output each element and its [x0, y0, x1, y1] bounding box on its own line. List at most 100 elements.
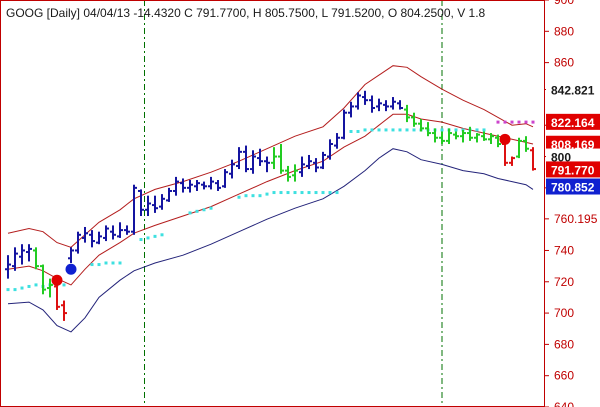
- top-dot: [510, 120, 514, 124]
- price-bar: [236, 147, 242, 170]
- stop-dot: [265, 192, 269, 196]
- stop-dot: [272, 191, 276, 195]
- y-axis-tick-label: 720: [554, 275, 574, 289]
- stop-dot: [237, 195, 241, 199]
- price-bar: [516, 137, 522, 159]
- stop-dot: [349, 129, 353, 133]
- stop-dot: [202, 208, 206, 212]
- lower-band-line: [7, 148, 534, 333]
- price-bar: [439, 131, 445, 145]
- signal-marker: [499, 133, 511, 145]
- price-bar: [103, 225, 109, 242]
- stop-dot: [391, 128, 395, 132]
- top-dot: [524, 120, 528, 124]
- stop-dot: [111, 261, 115, 265]
- y-axis-tick-label: 760.195: [554, 212, 598, 226]
- stop-dot: [335, 191, 339, 195]
- y-axis-tick-label: 900: [554, 0, 574, 7]
- stop-dot: [13, 288, 17, 292]
- price-bar: [313, 158, 319, 173]
- price-bar: [285, 165, 291, 182]
- price-bar: [250, 150, 256, 174]
- price-level-box: [546, 178, 600, 195]
- price-bar: [327, 139, 333, 160]
- price-bar: [180, 178, 186, 193]
- y-axis-tick-label: 860: [554, 56, 574, 70]
- y-axis-tick-label: 660: [554, 369, 574, 383]
- price-level-label: 822.164: [551, 116, 595, 130]
- price-bar: [47, 278, 53, 298]
- price-bar: [418, 118, 424, 132]
- stop-dot: [363, 128, 367, 132]
- price-bar: [75, 231, 81, 254]
- price-bar: [362, 90, 368, 105]
- price-bar: [299, 156, 305, 177]
- price-bar: [110, 225, 116, 240]
- price-bar-layer: [5, 90, 536, 321]
- stop-dot: [27, 284, 31, 288]
- top-dot: [517, 120, 521, 124]
- price-bar: [26, 244, 32, 262]
- stop-dot: [97, 263, 101, 267]
- price-bar: [446, 128, 452, 145]
- price-bar: [453, 131, 459, 140]
- top-dot: [503, 120, 507, 124]
- price-bar: [117, 222, 123, 238]
- price-level-label: 808.169: [551, 138, 595, 152]
- price-bar: [12, 247, 18, 271]
- stop-dot: [384, 128, 388, 132]
- y-axis-tick-label: 740: [554, 243, 574, 257]
- price-bar: [467, 126, 473, 141]
- price-bar: [131, 184, 137, 235]
- price-bar: [369, 95, 375, 113]
- price-bar: [159, 194, 165, 210]
- price-bar: [222, 169, 228, 188]
- stop-dot: [146, 236, 150, 240]
- price-bar: [201, 181, 207, 190]
- chart-header: GOOG [Daily] 04/04/13 -14.4320 C 791.770…: [6, 6, 486, 20]
- price-bar: [334, 133, 340, 149]
- price-level-label: 791.770: [551, 163, 595, 177]
- price-bar: [19, 244, 25, 265]
- price-bar: [383, 100, 389, 112]
- price-bar: [348, 101, 354, 118]
- price-bar: [530, 147, 536, 171]
- price-bar: [341, 109, 347, 140]
- price-bar: [243, 145, 249, 173]
- y-axis-tick-label: 700: [554, 306, 574, 320]
- stop-dot: [209, 206, 213, 210]
- price-bar: [509, 156, 515, 166]
- stop-dot: [286, 191, 290, 195]
- top-dot: [496, 120, 500, 124]
- price-bar: [166, 187, 172, 202]
- price-level-label: 842.821: [551, 84, 595, 98]
- stop-dot: [454, 128, 458, 132]
- price-bar: [411, 112, 417, 127]
- stop-dot: [482, 128, 486, 132]
- price-bar: [278, 144, 284, 174]
- price-level-box: [546, 135, 600, 152]
- price-bar: [229, 159, 235, 179]
- price-bar: [194, 180, 200, 191]
- price-bar: [306, 154, 312, 170]
- price-bar: [54, 283, 60, 310]
- price-bar: [264, 156, 270, 173]
- stop-dot: [328, 191, 332, 195]
- price-level-label: 780.852: [551, 181, 595, 195]
- price-bar: [474, 133, 480, 143]
- price-bar: [208, 176, 214, 190]
- stop-dot: [90, 263, 94, 267]
- top-dot: [531, 120, 535, 124]
- stop-dot: [20, 286, 24, 290]
- stop-dot: [475, 128, 479, 132]
- stop-dot: [412, 128, 416, 132]
- price-bar: [481, 131, 487, 141]
- price-bar: [89, 230, 95, 248]
- stop-dot: [195, 209, 199, 213]
- price-level-label: 800: [551, 151, 571, 165]
- y-axis-tick-label: 880: [554, 24, 574, 38]
- stop-dot: [244, 194, 248, 198]
- signal-marker: [51, 274, 63, 286]
